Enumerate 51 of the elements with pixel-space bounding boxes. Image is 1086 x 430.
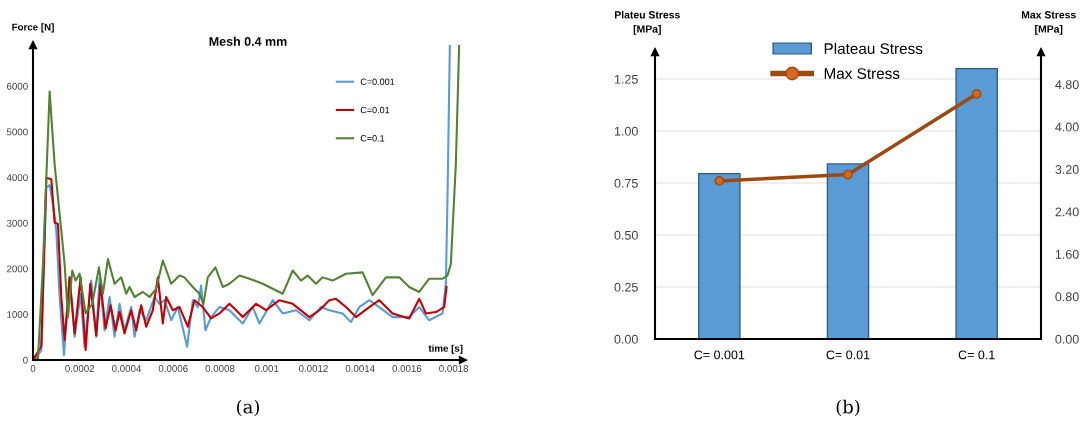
x-tick-label: 0.0012: [298, 365, 328, 372]
y2-tick-label: 0.80: [1055, 292, 1079, 302]
bar: [826, 163, 870, 339]
line-series: [33, 176, 448, 360]
y-tick-label: 1.00: [614, 126, 638, 136]
y2-tick-label: 1.60: [1055, 249, 1079, 259]
y-tick-label: 0.00: [614, 334, 638, 344]
y-tick-label: 6000: [7, 82, 28, 90]
y-tick-label: 0.75: [614, 178, 638, 188]
x-tick-label: C= 0.001: [694, 350, 745, 360]
y-tick-label: 1000: [7, 311, 28, 318]
y-axis-title: Plateu Stress [MPa]: [614, 10, 680, 35]
y-tick-label: 0.50: [614, 230, 638, 240]
legend-label: C=0.01: [360, 106, 390, 114]
legend-label: C=0.1: [360, 135, 385, 142]
y-tick-label: 2000: [7, 265, 28, 273]
y-tick-label: 4000: [6, 174, 28, 182]
x-tick-label: 0.0016: [392, 365, 422, 372]
x-axis-title: time [s]: [428, 344, 463, 354]
y-tick-label: 3000: [6, 219, 28, 227]
y-axis-title: Force [N]: [12, 23, 54, 33]
text: (b): [836, 399, 860, 417]
x-tick-label: 0.0006: [158, 365, 188, 372]
text: (a): [237, 399, 259, 417]
y2-tick-label: 0.00: [1055, 334, 1079, 344]
x-tick-label: 0.0018: [439, 365, 469, 372]
x-tick-label: C= 0.1: [958, 350, 995, 360]
legend-label: C=0.001: [360, 78, 395, 85]
x-tick-label: 0.0002: [65, 365, 95, 372]
x-tick-label: 0.0008: [205, 365, 235, 372]
y-tick-label: 5000: [6, 128, 28, 136]
y2-tick-label: 2.40: [1055, 207, 1079, 217]
y2-axis-title: Max Stress [MPa]: [1021, 11, 1076, 35]
y2-tick-label: 4.00: [1055, 122, 1079, 132]
legend-label: Plateau Stress: [824, 42, 923, 55]
y-tick-label: 0.25: [614, 282, 638, 292]
bar: [698, 172, 741, 339]
chart-title: Mesh 0.4 mm: [209, 36, 287, 46]
x-tick-label: 0.001: [254, 365, 279, 372]
legend-label: Max Stress: [824, 68, 900, 79]
x-tick-label: C= 0.01: [826, 350, 870, 360]
y2-tick-label: 4.80: [1055, 80, 1079, 90]
bar: [955, 67, 998, 339]
y2-tick-label: 3.20: [1055, 165, 1079, 174]
x-tick-label: 0.0004: [111, 365, 142, 372]
x-tick-label: 0: [30, 365, 36, 372]
point: [843, 169, 853, 180]
y-tick-label: 1.25: [614, 74, 638, 84]
x-tick-label: 0.0014: [345, 365, 375, 372]
point: [971, 89, 982, 99]
point: [714, 176, 725, 186]
